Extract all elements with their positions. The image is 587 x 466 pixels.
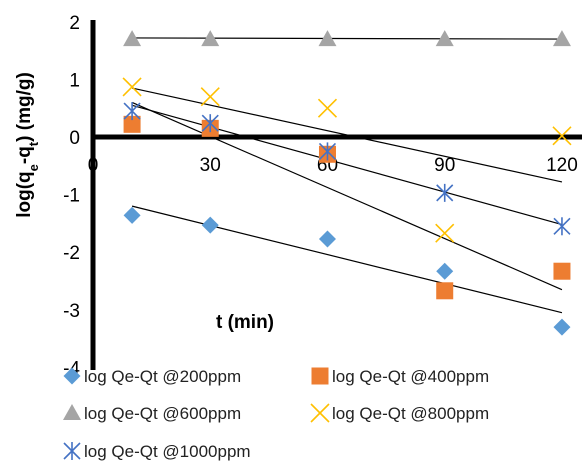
legend-label: log Qe-Qt @1000ppm (84, 442, 251, 461)
legend-label: log Qe-Qt @600ppm (84, 404, 241, 423)
data-point (318, 230, 336, 248)
trendlines (131, 37, 563, 314)
data-point (436, 262, 454, 280)
axes (90, 20, 582, 370)
y-axis-title-part: -q (14, 146, 35, 164)
legend: log Qe-Qt @200ppm log Qe-Qt @400ppm log Qe… (63, 367, 489, 461)
y-tick-label: -3 (63, 301, 80, 322)
x-tick-label: 90 (434, 155, 455, 176)
y-tick-label: -2 (63, 243, 80, 264)
y-tick-label: 1 (69, 70, 80, 91)
data-point (553, 318, 571, 336)
trendline (131, 101, 563, 291)
trendline (131, 104, 563, 226)
data-point (122, 77, 142, 97)
y-axis-title-subscript: e (26, 164, 41, 171)
data-point (200, 87, 220, 107)
y-axis-title-part: log(q (14, 171, 35, 217)
y-axis-title-subscript: t (26, 141, 41, 146)
legend-label: log Qe-Qt @400ppm (332, 367, 489, 386)
data-point (553, 217, 571, 236)
trendline (132, 37, 562, 40)
x-tick-label: 120 (546, 155, 578, 176)
y-axis-title: log(qe-qt) (mg/g) (14, 72, 41, 218)
y-tick-label: 2 (69, 13, 80, 34)
data-point (317, 98, 338, 118)
data-points (122, 30, 572, 336)
legend-item: log Qe-Qt @1000ppm (63, 442, 251, 461)
data-point (201, 30, 220, 47)
data-point (123, 115, 141, 133)
data-point (436, 282, 454, 300)
y-tick-label: 0 (69, 128, 80, 149)
x-tick-label: 0 (88, 155, 99, 176)
data-point (201, 216, 219, 234)
data-point (123, 30, 142, 47)
legend-item: log Qe-Qt @200ppm (63, 367, 241, 386)
x-tick-label: 30 (200, 155, 221, 176)
data-point (436, 183, 454, 202)
y-tick-labels: 210-1-2-3-4 (63, 13, 80, 380)
x-axis-title: t (min) (216, 312, 274, 333)
legend-item: log Qe-Qt @400ppm (311, 367, 489, 386)
data-point (318, 30, 337, 47)
data-point (553, 262, 571, 280)
x-tick-labels: 0 30 60 90 120 (88, 155, 578, 176)
data-point (318, 142, 337, 161)
legend-marker (63, 442, 81, 460)
data-point (123, 102, 141, 121)
legend-marker (311, 367, 329, 385)
data-point (435, 223, 455, 243)
legend-marker (63, 367, 81, 385)
legend-label: log Qe-Qt @800ppm (332, 404, 489, 423)
y-tick-label: -1 (63, 186, 80, 207)
data-point (435, 30, 454, 47)
legend-item: log Qe-Qt @800ppm (310, 403, 489, 423)
legend-label: log Qe-Qt @200ppm (84, 367, 241, 386)
legend-marker (63, 404, 81, 420)
trendline (131, 205, 563, 314)
data-point (201, 114, 219, 133)
data-point (552, 126, 572, 146)
legend-item: log Qe-Qt @600ppm (63, 404, 241, 423)
legend-marker (310, 403, 330, 423)
y-axis-title-part: ) (mg/g) (14, 72, 35, 142)
data-point (123, 206, 141, 224)
data-point (552, 30, 571, 47)
